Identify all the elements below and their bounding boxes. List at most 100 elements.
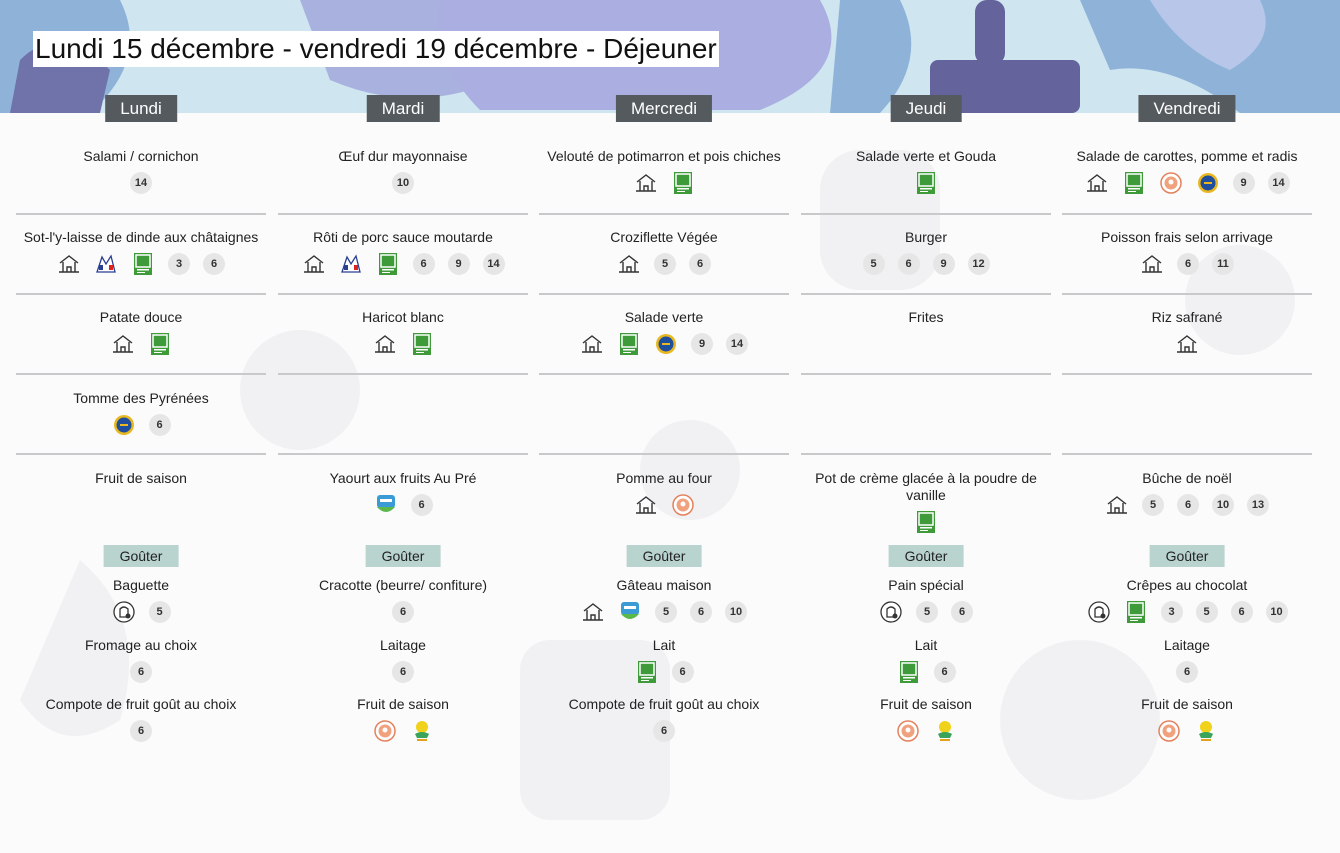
label-icon xyxy=(1159,172,1182,194)
allergen-code: 10 xyxy=(392,172,414,194)
dish-name: Bûche de noël xyxy=(1142,470,1232,486)
dish-name: Salade verte et Gouda xyxy=(855,148,997,164)
dish-badges xyxy=(111,332,172,356)
dish: Pot de crème glacée à la poudre de vanil… xyxy=(803,470,1049,534)
allergen-code: 3 xyxy=(1160,601,1183,623)
allergen-code: 6 xyxy=(392,661,414,683)
dish: Poisson frais selon arrivage 6 11 xyxy=(1064,229,1310,276)
allergen-code: 6 xyxy=(148,414,171,436)
label-icon xyxy=(96,254,116,273)
label-icon xyxy=(635,174,656,192)
allergen-code: 5 xyxy=(916,601,938,623)
divider xyxy=(801,453,1051,455)
label-icon xyxy=(1198,721,1213,741)
dish-badges xyxy=(1175,332,1199,356)
dish-badges: 6 11 xyxy=(1140,252,1234,276)
label-icon xyxy=(112,601,135,623)
label-icon xyxy=(1107,496,1127,514)
dish: Laitage 6 xyxy=(280,637,526,684)
dish-name: Yaourt aux fruits Au Pré xyxy=(329,470,477,486)
dish-name: Croziflette Végée xyxy=(610,229,718,245)
day-label: Jeudi xyxy=(890,95,962,122)
dish: Pomme au four xyxy=(541,470,787,517)
dish-name: Rôti de porc sauce moutarde xyxy=(313,229,493,245)
label-icon xyxy=(899,661,918,683)
dish-name: Sot-l'y-laisse de dinde aux châtaignes xyxy=(23,229,259,245)
allergen-code: 6 xyxy=(130,661,152,683)
label-icon xyxy=(112,335,133,353)
allergen-code: 6 xyxy=(392,601,414,623)
divider xyxy=(539,453,789,455)
snack-label: Goûter xyxy=(626,545,702,567)
dish-badges: 5 6 10 xyxy=(581,600,747,624)
label-icon xyxy=(373,720,396,742)
dish: Laitage 6 xyxy=(1064,637,1310,684)
dish-name: Gâteau maison xyxy=(616,577,712,593)
dish-badges xyxy=(634,171,695,195)
dish-name: Tomme des Pyrénées xyxy=(73,390,209,406)
dish: Fruit de saison xyxy=(18,470,264,493)
divider xyxy=(801,293,1051,295)
allergen-code: 6 xyxy=(653,720,675,742)
label-icon xyxy=(917,511,935,533)
dish: Fromage au choix 6 xyxy=(18,637,264,684)
dish: Croziflette Végée 5 6 xyxy=(541,229,787,276)
label-icon xyxy=(378,253,397,275)
dish-name: Œuf dur mayonnaise xyxy=(338,148,468,164)
label-icon xyxy=(412,333,431,355)
label-icon xyxy=(937,721,952,741)
divider xyxy=(16,453,266,455)
dish-badges: 6 xyxy=(374,493,433,517)
label-icon xyxy=(150,333,169,355)
dish: Fruit de saison xyxy=(803,696,1049,743)
label-icon xyxy=(1086,174,1107,192)
dish-badges xyxy=(634,493,695,517)
label-icon xyxy=(374,335,395,353)
dish: Fruit de saison xyxy=(1064,696,1310,743)
label-icon xyxy=(1124,172,1143,194)
allergen-code: 5 xyxy=(1142,494,1164,516)
allergen-code: 6 xyxy=(1177,494,1199,516)
dish-name: Fruit de saison xyxy=(880,696,972,712)
dish: Salade de carottes, pomme et radis 9 14 xyxy=(1064,148,1310,195)
allergen-code: 13 xyxy=(1247,494,1269,516)
dish: Compote de fruit goût au choix 6 xyxy=(18,696,264,743)
divider xyxy=(16,293,266,295)
dish-name: Burger xyxy=(904,229,948,245)
allergen-code: 10 xyxy=(1265,601,1288,623)
divider xyxy=(1062,213,1312,215)
dish-badges: 5 6 9 12 xyxy=(862,252,990,276)
dish-name: Lait xyxy=(914,637,938,653)
dish-badges: 6 xyxy=(1176,660,1198,684)
label-icon xyxy=(1142,255,1162,273)
dish-badges: 6 xyxy=(130,719,152,743)
label-icon xyxy=(1177,335,1197,353)
allergen-code: 11 xyxy=(1212,253,1234,275)
allergen-code: 6 xyxy=(1230,601,1253,623)
label-icon xyxy=(1126,601,1145,623)
divider xyxy=(801,213,1051,215)
allergen-code: 9 xyxy=(691,333,713,355)
divider xyxy=(539,213,789,215)
dish-name: Crêpes au chocolat xyxy=(1126,577,1248,593)
dish: Cracotte (beurre/ confiture) 6 xyxy=(280,577,526,624)
dish-name: Riz safrané xyxy=(1151,309,1223,325)
dish: Velouté de potimarron et pois chiches xyxy=(541,148,787,195)
dish-badges: 5 xyxy=(112,600,171,624)
dish: Crêpes au chocolat 3 5 6 10 xyxy=(1064,577,1310,624)
divider xyxy=(1062,373,1312,375)
dish-name: Salade de carottes, pomme et radis xyxy=(1076,148,1298,164)
dish-name: Fruit de saison xyxy=(357,696,449,712)
dish-badges: 5 6 10 13 xyxy=(1105,493,1269,517)
dish-name: Salade verte xyxy=(624,309,704,325)
label-icon xyxy=(376,495,395,512)
snack-label: Goûter xyxy=(888,545,964,567)
dish-name: Pot de crème glacée à la poudre de vanil… xyxy=(815,470,1037,503)
allergen-code: 3 xyxy=(168,253,190,275)
dish-badges: 6 xyxy=(635,660,694,684)
label-icon xyxy=(303,255,324,273)
dish: Haricot blanc xyxy=(280,309,526,356)
allergen-code: 6 xyxy=(690,601,712,623)
